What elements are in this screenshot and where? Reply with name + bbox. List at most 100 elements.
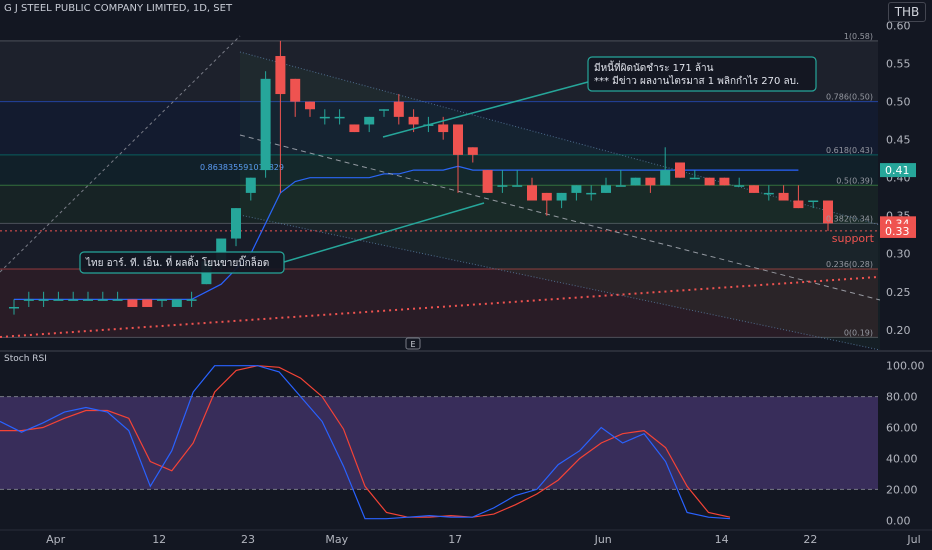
candle xyxy=(53,291,64,301)
candle-body xyxy=(305,101,315,110)
rsi-tick-label: 20.00 xyxy=(886,483,918,496)
candle-body xyxy=(245,177,256,193)
candle xyxy=(112,291,123,301)
price-tick-label: 0.20 xyxy=(886,324,911,337)
candle xyxy=(749,185,759,193)
candle-body xyxy=(290,78,301,102)
moving-average-value: 0.863835591015829 xyxy=(200,163,284,172)
candle-body xyxy=(157,299,167,301)
currency-button[interactable]: THB xyxy=(888,2,926,22)
support-label: support xyxy=(832,232,875,245)
candle-body xyxy=(319,116,330,119)
time-tick-label: Jul xyxy=(906,533,920,546)
candle-body xyxy=(808,200,819,203)
candle-body xyxy=(275,56,286,95)
candle-body xyxy=(689,177,700,180)
price-tick-label: 0.25 xyxy=(886,286,911,299)
candle-body xyxy=(615,185,626,187)
price-tick-label: 0.30 xyxy=(886,248,911,261)
candle xyxy=(186,291,197,307)
candle-body xyxy=(127,299,138,307)
candle xyxy=(231,208,241,247)
candle-body xyxy=(675,162,685,178)
candle-body xyxy=(142,299,153,307)
candle-body xyxy=(216,238,227,262)
callout-box xyxy=(587,56,817,92)
rising-trend-line xyxy=(0,276,879,338)
candle xyxy=(9,299,19,315)
candle xyxy=(645,177,656,193)
candle-body xyxy=(38,299,49,301)
price-tag-text: 0.41 xyxy=(885,164,910,177)
callout-text: มีหนี้ที่ผิดนัดชำระ 171 ล้าน xyxy=(594,60,714,74)
fib-level-label: 0(0.19) xyxy=(844,328,873,337)
fibonacci-labels: 1(0.58) 0.786(0.50) 0.618(0.43) 0.5(0.39) 0.… xyxy=(826,32,873,338)
candle xyxy=(83,291,93,301)
fib-level-label: 0.786(0.50) xyxy=(826,93,873,102)
candle xyxy=(319,109,330,125)
candle-body xyxy=(467,147,478,155)
candle xyxy=(660,147,671,186)
candle xyxy=(379,109,389,117)
candle xyxy=(453,124,463,193)
fib-level-label: 0.382(0.34) xyxy=(826,214,873,223)
candle-body xyxy=(734,185,745,187)
candle xyxy=(527,177,537,201)
candle-body xyxy=(83,299,93,301)
candle-body xyxy=(660,170,671,186)
candle xyxy=(334,109,345,125)
candle-body xyxy=(23,299,34,301)
callout-text: ไทย อาร์. ที. เอ็น. ที่ ผลดิ้ง โยนขายบิ๊… xyxy=(85,255,269,269)
price-tag-text: 0.33 xyxy=(885,225,910,238)
channel-line xyxy=(239,51,881,226)
candle-body xyxy=(749,185,759,193)
candle-body xyxy=(571,185,582,193)
candle-body xyxy=(231,208,241,239)
candle-body xyxy=(438,124,449,133)
candle xyxy=(719,177,730,186)
stoch-rsi-d-line xyxy=(0,365,731,518)
event-marker: E xyxy=(405,337,421,350)
candle xyxy=(171,299,182,307)
candle xyxy=(512,170,523,187)
candle xyxy=(275,40,286,193)
rsi-tick-label: 100.00 xyxy=(886,360,925,373)
candle-body xyxy=(704,177,715,186)
candle-body xyxy=(364,116,375,125)
candle-body xyxy=(645,177,656,186)
callout-box xyxy=(79,251,285,274)
fib-level-label: 0.5(0.39) xyxy=(836,176,873,185)
candle-body xyxy=(97,299,108,301)
candle-body xyxy=(112,299,123,301)
candle xyxy=(38,291,49,307)
candle-body xyxy=(68,299,79,301)
candle-body xyxy=(719,177,730,186)
candle-body xyxy=(393,101,404,117)
stoch-rsi-label: Stoch RSI xyxy=(4,354,47,364)
candle xyxy=(157,299,167,307)
candle-body xyxy=(512,185,523,187)
candle xyxy=(793,185,804,209)
candle xyxy=(127,299,138,307)
candle-body xyxy=(823,200,833,224)
candle-body xyxy=(793,200,804,209)
candle-body xyxy=(260,78,271,171)
candle xyxy=(586,185,597,201)
candle xyxy=(467,147,478,163)
price-tick-label: 0.60 xyxy=(886,20,911,33)
candle xyxy=(601,177,611,193)
candle-body xyxy=(334,116,345,119)
rsi-tick-label: 0.00 xyxy=(886,514,911,527)
candlestick-series xyxy=(9,40,833,315)
channel-line xyxy=(239,214,881,351)
candle-body xyxy=(527,185,537,201)
candle xyxy=(630,177,641,186)
time-tick-label: 23 xyxy=(241,533,255,546)
time-axis: Apr 12 23 May 17 Jun 14 22 Jul xyxy=(0,529,932,546)
time-tick-label: Apr xyxy=(46,533,66,546)
candle xyxy=(808,200,819,209)
candle xyxy=(142,299,153,307)
candle xyxy=(778,185,789,201)
